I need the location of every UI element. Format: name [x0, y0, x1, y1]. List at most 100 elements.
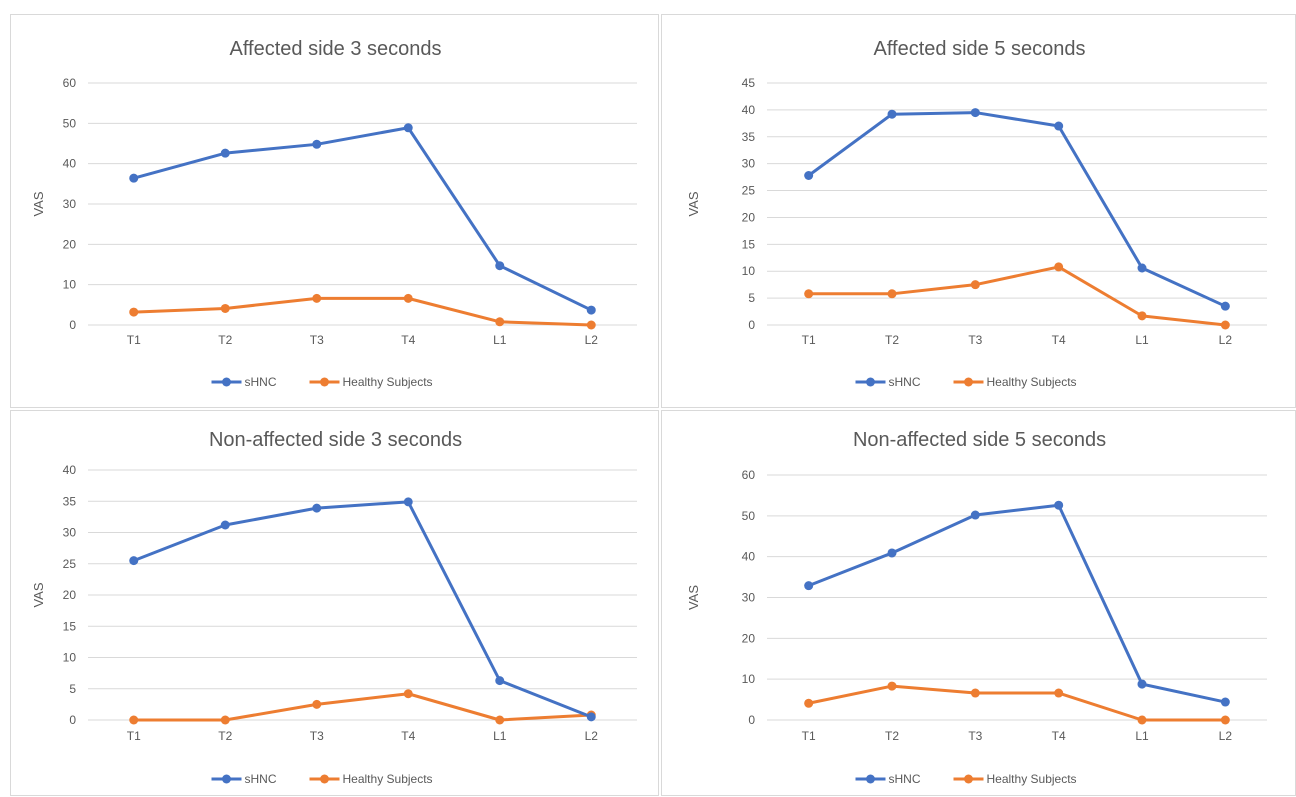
legend-marker-shnc [222, 774, 231, 784]
y-tick-label: 30 [742, 157, 756, 171]
y-tick-label: 0 [748, 318, 755, 332]
data-point-shnc [220, 148, 230, 158]
data-point-shnc [1054, 500, 1064, 510]
x-tick-label: T3 [968, 333, 982, 347]
data-point-healthy-subjects [970, 280, 980, 290]
y-tick-label: 20 [742, 210, 756, 224]
x-tick-label: T3 [310, 333, 324, 347]
data-point-healthy-subjects [887, 289, 897, 299]
chart-panel-nonaffected-3s: Non-affected side 3 seconds 0 5 10 15 20 25 30 3… [10, 410, 659, 796]
chart-svg: Affected side 5 seconds 0 5 10 15 20 25 30 35 40 4… [686, 38, 1267, 389]
x-tick-label: L2 [585, 729, 599, 743]
data-point-healthy-subjects [1220, 715, 1230, 725]
x-tick-label: T2 [885, 333, 899, 347]
y-axis-label: VAS [31, 191, 46, 216]
series-line-healthy-subjects [808, 265, 1226, 327]
data-point-shnc [1137, 679, 1147, 689]
y-tick-label: 50 [742, 509, 756, 523]
data-point-shnc [1220, 697, 1230, 707]
chart-panel-nonaffected-5s: Non-affected side 5 seconds 0 10 20 30 40 50 60… [661, 410, 1296, 796]
y-tick-label: 15 [742, 237, 756, 251]
legend-label-healthy-subjects: Healthy Subjects [343, 375, 433, 389]
data-point-shnc [220, 520, 230, 530]
x-tick-label: T1 [802, 729, 816, 743]
y-tick-label: 60 [742, 468, 756, 482]
legend-label-shnc: sHNC [889, 772, 921, 786]
data-point-healthy-subjects [1220, 320, 1230, 330]
data-point-shnc [586, 712, 596, 722]
x-tick-label: T4 [401, 333, 415, 347]
y-tick-label: 10 [63, 278, 77, 292]
series-line-shnc [133, 126, 592, 312]
legend-marker-healthy-subjects [320, 377, 329, 387]
y-tick-label: 30 [63, 526, 77, 540]
legend-marker-shnc [866, 377, 875, 387]
chart-title: Affected side 5 seconds [874, 38, 1086, 60]
y-tick-label: 50 [63, 116, 77, 130]
data-point-healthy-subjects [1137, 311, 1147, 321]
x-tick-label: L1 [1135, 729, 1149, 743]
y-tick-label: 20 [742, 631, 756, 645]
series-line-shnc [808, 503, 1226, 704]
y-tick-label: 5 [748, 291, 755, 305]
data-point-healthy-subjects [403, 689, 413, 699]
data-point-healthy-subjects [1054, 688, 1064, 698]
data-point-shnc [970, 510, 980, 520]
data-point-shnc [887, 109, 897, 119]
data-point-healthy-subjects [495, 715, 505, 725]
data-point-shnc [129, 556, 139, 566]
series-line-healthy-subjects [133, 692, 592, 722]
y-tick-label: 20 [63, 237, 77, 251]
data-point-shnc [586, 305, 596, 315]
y-tick-label: 10 [742, 672, 756, 686]
data-point-shnc [1054, 121, 1064, 131]
data-point-healthy-subjects [495, 317, 505, 327]
y-tick-label: 40 [742, 103, 756, 117]
data-point-healthy-subjects [220, 303, 230, 313]
data-point-healthy-subjects [403, 293, 413, 303]
y-axis-label: VAS [686, 585, 701, 610]
y-axis-label: VAS [686, 191, 701, 216]
chart-svg: Non-affected side 5 seconds 0 10 20 30 40 50 60… [686, 429, 1267, 786]
data-point-healthy-subjects [312, 699, 322, 709]
data-point-healthy-subjects [887, 681, 897, 691]
series-line-healthy-subjects [133, 296, 592, 327]
data-point-shnc [312, 503, 322, 513]
legend-marker-shnc [866, 774, 875, 784]
legend-label-healthy-subjects: Healthy Subjects [343, 772, 433, 786]
chart-svg: Affected side 3 seconds 0 10 20 30 40 50 60 T1 T2… [31, 38, 637, 389]
data-point-healthy-subjects [804, 698, 814, 708]
y-tick-label: 60 [63, 76, 77, 90]
legend-label-shnc: sHNC [889, 375, 921, 389]
data-point-shnc [804, 170, 814, 180]
series-line-shnc [133, 500, 592, 719]
y-tick-label: 0 [69, 318, 76, 332]
data-point-healthy-subjects [586, 320, 596, 330]
legend-marker-shnc [222, 377, 231, 387]
y-tick-label: 40 [742, 550, 756, 564]
series-line-shnc [807, 111, 1226, 308]
x-tick-label: L2 [1219, 729, 1233, 743]
y-tick-label: 30 [742, 591, 756, 605]
x-tick-label: T2 [885, 729, 899, 743]
chart-svg: Non-affected side 3 seconds 0 5 10 15 20 25 30 3… [31, 429, 637, 786]
data-point-healthy-subjects [1137, 715, 1147, 725]
y-tick-label: 30 [63, 197, 77, 211]
data-point-shnc [1137, 263, 1147, 273]
x-tick-label: L1 [1135, 333, 1149, 347]
data-point-shnc [887, 548, 897, 558]
legend-label-healthy-subjects: Healthy Subjects [987, 772, 1077, 786]
y-tick-label: 35 [742, 130, 756, 144]
data-point-shnc [129, 173, 139, 183]
x-tick-label: T4 [401, 729, 415, 743]
y-tick-label: 40 [63, 157, 77, 171]
data-point-healthy-subjects [1054, 262, 1064, 272]
y-tick-label: 0 [748, 713, 755, 727]
y-tick-label: 5 [69, 682, 76, 696]
x-tick-label: L1 [493, 729, 507, 743]
data-point-shnc [804, 581, 814, 591]
x-tick-label: T4 [1052, 729, 1066, 743]
data-point-healthy-subjects [129, 307, 139, 317]
x-tick-label: T2 [218, 729, 232, 743]
data-point-shnc [312, 139, 322, 149]
